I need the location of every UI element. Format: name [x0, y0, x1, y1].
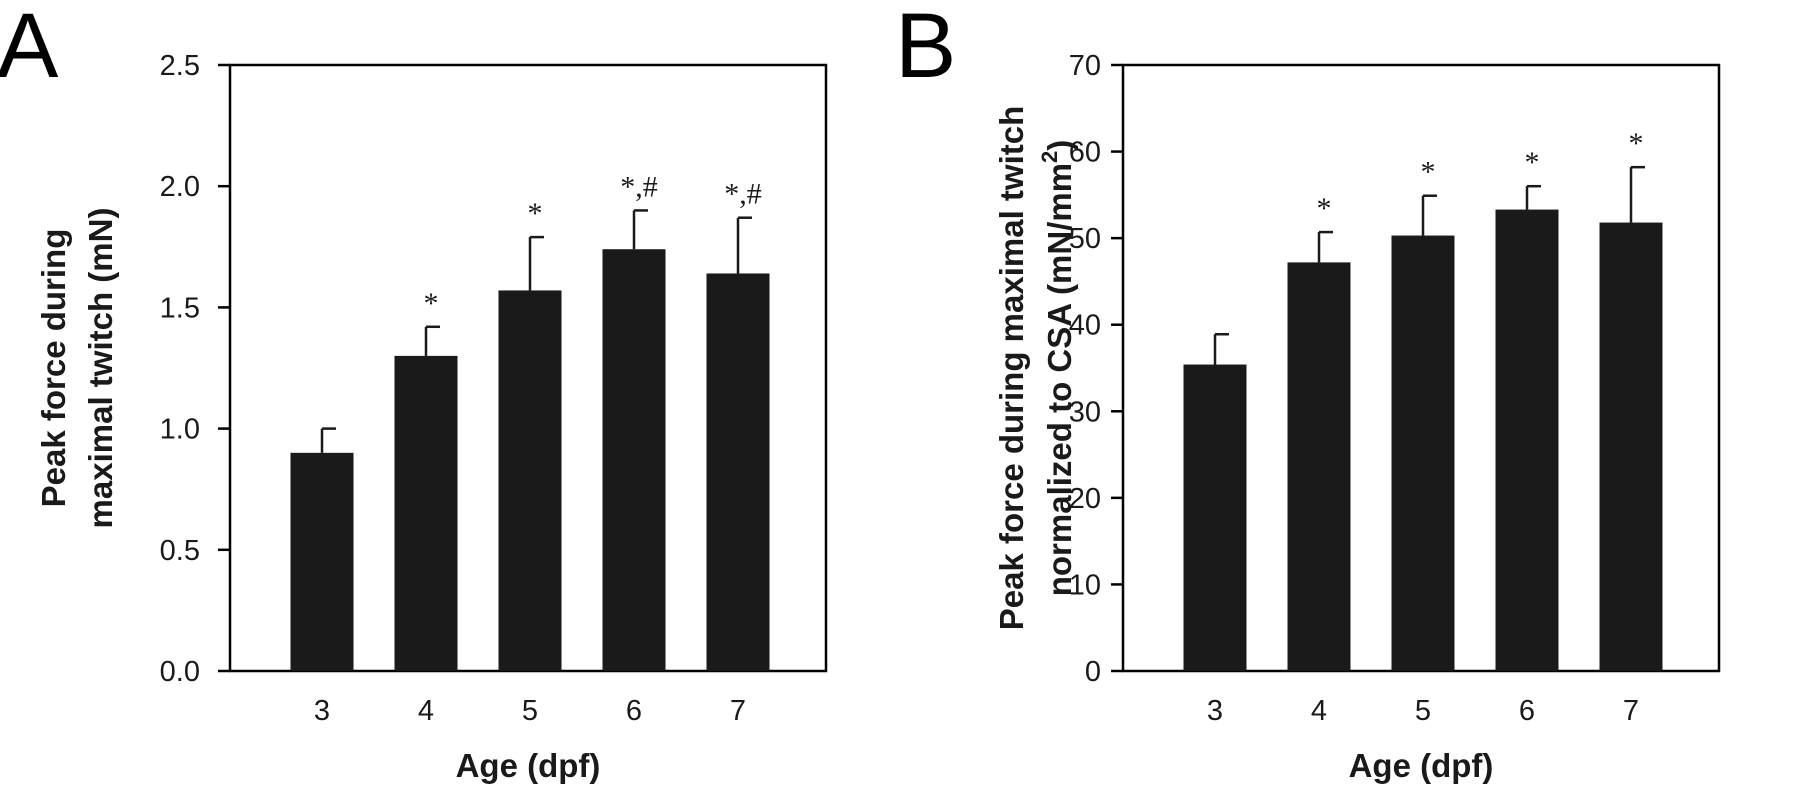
panel-b-y-tick-label-4: 40 [1069, 310, 1101, 342]
panel-a-y-tick-label-3: 1.5 [160, 292, 200, 324]
panel-a-annotation-6: *,# [620, 170, 658, 203]
panel-b-bar-5 [1391, 235, 1455, 671]
panel-a-y-tick-label-0: 0.0 [160, 656, 200, 688]
panel-a-bars [290, 249, 770, 671]
panel-b-y-axis-title-superscript: 2 [1037, 151, 1062, 163]
panel-b-x-tick-label-3: 3 [1207, 695, 1223, 727]
panel-b-x-tick-label-6: 6 [1519, 695, 1535, 727]
panel-a-annotation-5: * [528, 197, 543, 230]
panel-a-x-tick-label-6: 6 [626, 695, 642, 727]
panel-b-y-tick-label-7: 70 [1069, 50, 1101, 82]
panel-a-x-tick-label-7: 7 [730, 695, 746, 727]
panel-a-bar-7 [706, 273, 770, 671]
panel-b-annotation-7: * [1629, 127, 1644, 160]
panel-b-x-axis-title: Age (dpf) [1349, 747, 1494, 784]
panel-b-y-tick-label-6: 60 [1069, 137, 1101, 169]
panel-a-bar-3 [290, 452, 354, 671]
panel-a-x-tick-label-4: 4 [418, 695, 434, 727]
panel-a-bar-6 [602, 249, 666, 671]
panel-b-y-tick-label-3: 30 [1069, 396, 1101, 428]
panel-a-y-tick-label-5: 2.5 [160, 50, 200, 82]
panel-a-y-axis-title-line2: maximal twitch (mN) [82, 208, 119, 529]
panel-a-x-tick-label-3: 3 [314, 695, 330, 727]
panel-b-annotation-4: * [1317, 192, 1332, 225]
panel-b: B 0 10 20 30 40 50 60 70 * * * * 3 4 5 6 7 Age (dpf) P… [895, 0, 1721, 784]
panel-a-bar-4 [394, 355, 458, 671]
panel-a-annotation-4: * [424, 287, 439, 320]
panel-b-y-tick-label-5: 50 [1069, 223, 1101, 255]
panel-b-x-tick-label-4: 4 [1311, 695, 1327, 727]
panel-b-x-tick-label-5: 5 [1415, 695, 1431, 727]
panel-b-annotations: * * * * [1317, 127, 1644, 225]
panel-a-x-axis-title: Age (dpf) [456, 747, 601, 784]
panel-b-y-ticks: 0 10 20 30 40 50 60 70 [1069, 50, 1123, 688]
panel-b-y-tick-label-2: 20 [1069, 483, 1101, 515]
panel-a-label: A [0, 0, 59, 97]
panel-a-x-ticks: 3 4 5 6 7 [314, 695, 746, 727]
panel-a-y-tick-label-1: 0.5 [160, 535, 200, 567]
panel-b-bar-7 [1599, 222, 1663, 671]
panel-a-y-tick-label-2: 1.0 [160, 414, 200, 446]
panel-b-error-bars [1213, 165, 1645, 365]
panel-b-x-ticks: 3 4 5 6 7 [1207, 695, 1639, 727]
panel-b-annotation-5: * [1421, 156, 1436, 189]
panel-a-annotations: * * *,# *,# [424, 170, 762, 319]
panel-b-y-axis-title-line2: normalized to CSA (mN/mm2) [1037, 140, 1078, 597]
panel-a-x-tick-label-5: 5 [522, 695, 538, 727]
panel-b-y-tick-label-0: 0 [1085, 656, 1101, 688]
panel-a-error-bars [320, 209, 752, 453]
panel-a-y-axis-title-line1: Peak force during [35, 229, 72, 508]
panel-a-y-tick-label-4: 2.0 [160, 171, 200, 203]
panel-b-annotation-6: * [1525, 146, 1540, 179]
panel-b-bar-3 [1183, 364, 1247, 671]
panel-b-y-axis-title-line1: Peak force during maximal twitch [993, 106, 1030, 631]
panel-a-annotation-7: *,# [724, 178, 762, 211]
panel-b-y-axis-title-close: ) [1041, 140, 1078, 151]
panel-b-y-axis-title-main: normalized to CSA (mN/mm [1041, 163, 1078, 596]
panel-a: A 0.0 0.5 1.0 1.5 2.0 2.5 * * *,# *,# 3 4 5 6 7 Age … [0, 0, 828, 784]
panel-b-bar-6 [1495, 209, 1559, 671]
panel-b-x-tick-label-7: 7 [1623, 695, 1639, 727]
panel-b-label: B [895, 0, 956, 97]
panel-a-y-ticks: 0.0 0.5 1.0 1.5 2.0 2.5 [160, 50, 230, 688]
panel-b-bars [1183, 209, 1663, 671]
panel-a-bar-5 [498, 290, 562, 671]
panel-b-y-tick-label-1: 10 [1069, 569, 1101, 601]
panel-b-bar-4 [1287, 262, 1351, 671]
